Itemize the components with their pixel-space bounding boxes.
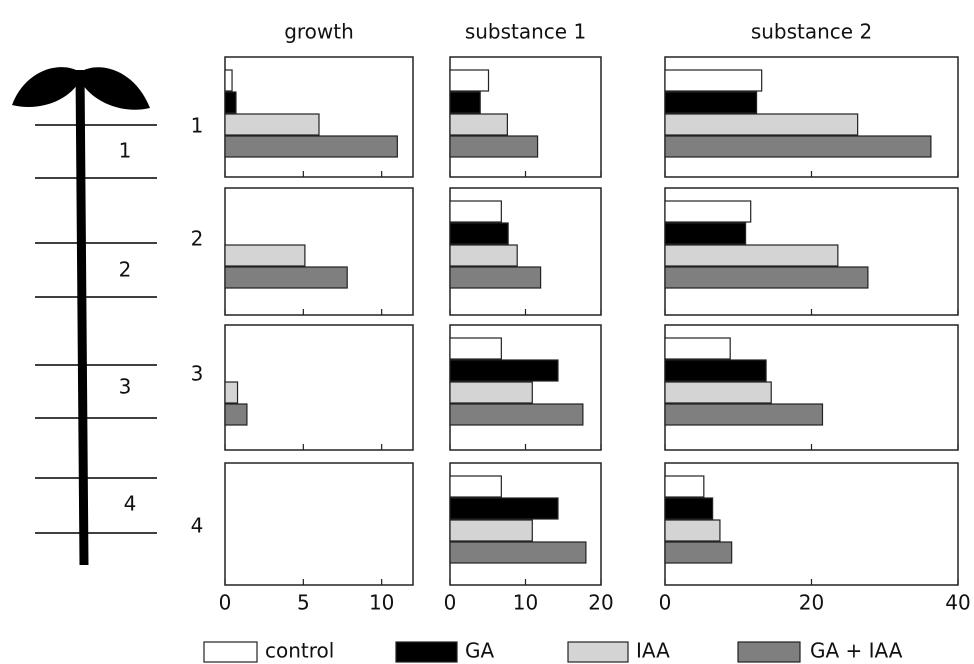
bar [664, 222, 747, 245]
bar [449, 69, 490, 92]
bar [664, 475, 705, 498]
stem [75, 69, 89, 566]
segment-label: 4 [124, 492, 137, 516]
x-tick-label: 0 [659, 591, 672, 615]
bar [224, 69, 233, 92]
x-tick-label: 10 [369, 591, 394, 615]
panel-title: substance 2 [751, 20, 872, 44]
bar [224, 403, 248, 426]
legend-swatch [395, 641, 458, 663]
legend-label: GA + IAA [810, 639, 903, 663]
bar [224, 135, 398, 158]
row-label: 3 [191, 362, 204, 386]
bar [664, 381, 772, 404]
bar [664, 541, 733, 564]
leaf [80, 67, 150, 110]
segment-label: 2 [119, 258, 132, 282]
bar [449, 91, 481, 114]
panel-title: substance 1 [465, 20, 586, 44]
bar [449, 266, 542, 289]
bar [449, 222, 509, 245]
legend-swatch [203, 641, 258, 663]
x-tick-label: 20 [588, 591, 613, 615]
bar [664, 497, 714, 520]
bar [664, 519, 721, 542]
x-tick-label: 20 [799, 591, 824, 615]
bar [449, 135, 539, 158]
bar [664, 337, 731, 360]
bar [224, 266, 348, 289]
bar [664, 69, 763, 92]
bar [449, 337, 502, 360]
bar [664, 113, 859, 136]
panel-title: growth [284, 20, 354, 44]
bar [664, 91, 758, 114]
bar [664, 200, 752, 223]
bar [224, 91, 237, 114]
x-tick-label: 5 [297, 591, 310, 615]
bar [449, 519, 533, 542]
legend-label: GA [465, 639, 494, 663]
bar [449, 497, 559, 520]
bar [449, 403, 584, 426]
bar [664, 403, 824, 426]
bar [224, 244, 306, 267]
x-tick-label: 0 [444, 591, 457, 615]
x-tick-label: 10 [513, 591, 538, 615]
x-tick-label: 0 [219, 591, 232, 615]
plant-diagram: 1 2 3 4 [12, 67, 157, 566]
bar [449, 541, 587, 564]
bar [449, 381, 533, 404]
panel-frame [224, 324, 414, 451]
bar [449, 113, 508, 136]
legend-label: control [265, 639, 334, 663]
row-label: 1 [191, 114, 204, 138]
bar [449, 200, 502, 223]
bar [664, 266, 869, 289]
bar [449, 475, 502, 498]
segment-label: 3 [119, 375, 132, 399]
bar [664, 359, 767, 382]
legend-swatch [737, 641, 801, 663]
segment-label: 1 [119, 139, 132, 163]
bar [449, 244, 518, 267]
bar [224, 381, 239, 404]
panel-frame [224, 462, 414, 586]
row-label: 4 [191, 514, 204, 538]
bar [224, 113, 320, 136]
legend-swatch [567, 641, 629, 663]
legend-label: IAA [636, 639, 670, 663]
segment-lines [35, 124, 157, 534]
leaf [12, 67, 80, 108]
x-tick-label: 40 [945, 591, 970, 615]
bar [664, 135, 932, 158]
bar [449, 359, 559, 382]
bar [664, 244, 839, 267]
row-label: 2 [191, 227, 204, 251]
